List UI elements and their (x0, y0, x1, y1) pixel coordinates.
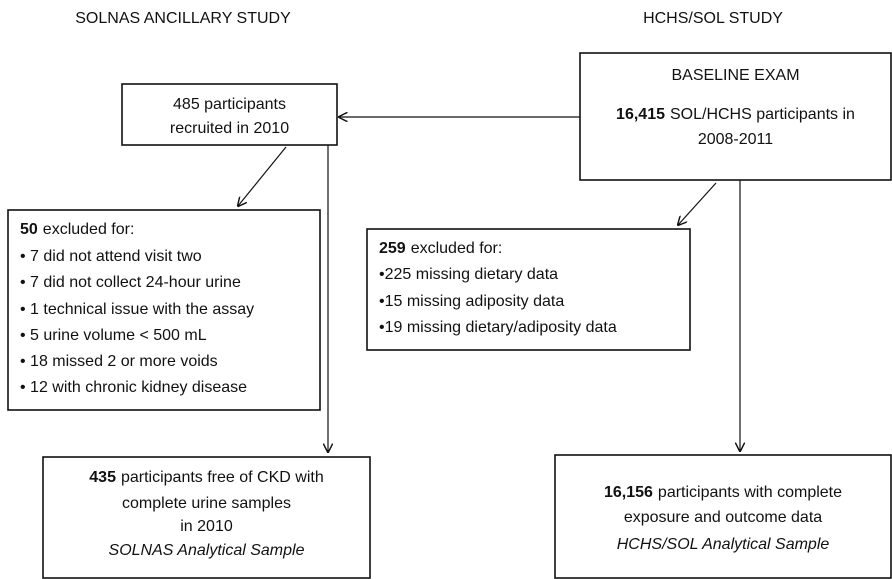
line-text: excluded for: (43, 221, 135, 238)
box-line: • 5 urine volume < 500 mL (20, 327, 207, 344)
box-line: • 12 with chronic kidney disease (20, 379, 247, 396)
box (579, 52, 892, 181)
box-line: •15 missing adiposity data (379, 293, 564, 310)
box-line: recruited in 2010 (170, 120, 289, 137)
line-text: • 5 urine volume < 500 mL (20, 327, 207, 344)
box-line: HCHS/SOL Analytical Sample (617, 536, 830, 553)
line-text: • 18 missed 2 or more voids (20, 353, 218, 370)
bold-number: 16,156 (604, 484, 653, 501)
line-text: •225 missing dietary data (379, 266, 558, 283)
box-line: BASELINE EXAM (671, 67, 799, 84)
line-text: • 12 with chronic kidney disease (20, 379, 247, 396)
box-line: 435 participants free of CKD with (89, 469, 323, 486)
line-text: HCHS/SOL Analytical Sample (617, 536, 830, 553)
box (554, 454, 892, 579)
line-text: •19 missing dietary/adiposity data (379, 319, 617, 336)
line-text: in 2010 (180, 518, 233, 535)
line-text: • 1 technical issue with the assay (20, 301, 254, 318)
box (42, 456, 371, 579)
line-text: • 7 did not collect 24-hour urine (20, 274, 241, 291)
arrow (238, 146, 287, 206)
box-line: 50 excluded for: (20, 221, 134, 238)
box-line: •225 missing dietary data (379, 266, 558, 283)
bold-number: 50 (20, 221, 38, 238)
line-text: 485 participants (173, 96, 286, 113)
bold-number: 16,415 (616, 106, 665, 123)
line-text: exposure and outcome data (624, 509, 822, 526)
line-text: 2008-2011 (698, 131, 773, 148)
box-line: • 18 missed 2 or more voids (20, 353, 218, 370)
line-text: participants with complete (658, 484, 842, 501)
line-text: BASELINE EXAM (671, 67, 799, 84)
box-line: 16,156 participants with complete (604, 484, 842, 501)
line-text: recruited in 2010 (170, 120, 289, 137)
box-line: 16,415 SOL/HCHS participants in (616, 106, 855, 123)
box-line: exposure and outcome data (624, 509, 822, 526)
line-text: SOLNAS Analytical Sample (109, 542, 305, 559)
box-line: • 7 did not collect 24-hour urine (20, 274, 241, 291)
bold-number: 259 (379, 240, 406, 257)
line-text: •15 missing adiposity data (379, 293, 564, 310)
box-line: 485 participants (173, 96, 286, 113)
line-text: SOL/HCHS participants in (670, 106, 855, 123)
bold-number: 435 (89, 469, 116, 486)
box (7, 209, 321, 411)
box-line: SOLNAS Analytical Sample (109, 542, 305, 559)
box-line: 2008-2011 (698, 131, 773, 148)
line-text: complete urine samples (122, 495, 291, 512)
line-text: excluded for: (411, 240, 503, 257)
box (366, 228, 691, 351)
box (121, 83, 338, 146)
box-line: complete urine samples (122, 495, 291, 512)
arrow (678, 182, 717, 225)
column-title: SOLNAS ANCILLARY STUDY (75, 10, 291, 27)
line-text: participants free of CKD with (121, 469, 324, 486)
box-line: • 7 did not attend visit two (20, 248, 202, 265)
box-line: 259 excluded for: (379, 240, 502, 257)
box-line: • 1 technical issue with the assay (20, 301, 254, 318)
line-text: • 7 did not attend visit two (20, 248, 202, 265)
box-line: •19 missing dietary/adiposity data (379, 319, 617, 336)
column-title: HCHS/SOL STUDY (643, 10, 783, 27)
box-line: in 2010 (180, 518, 233, 535)
